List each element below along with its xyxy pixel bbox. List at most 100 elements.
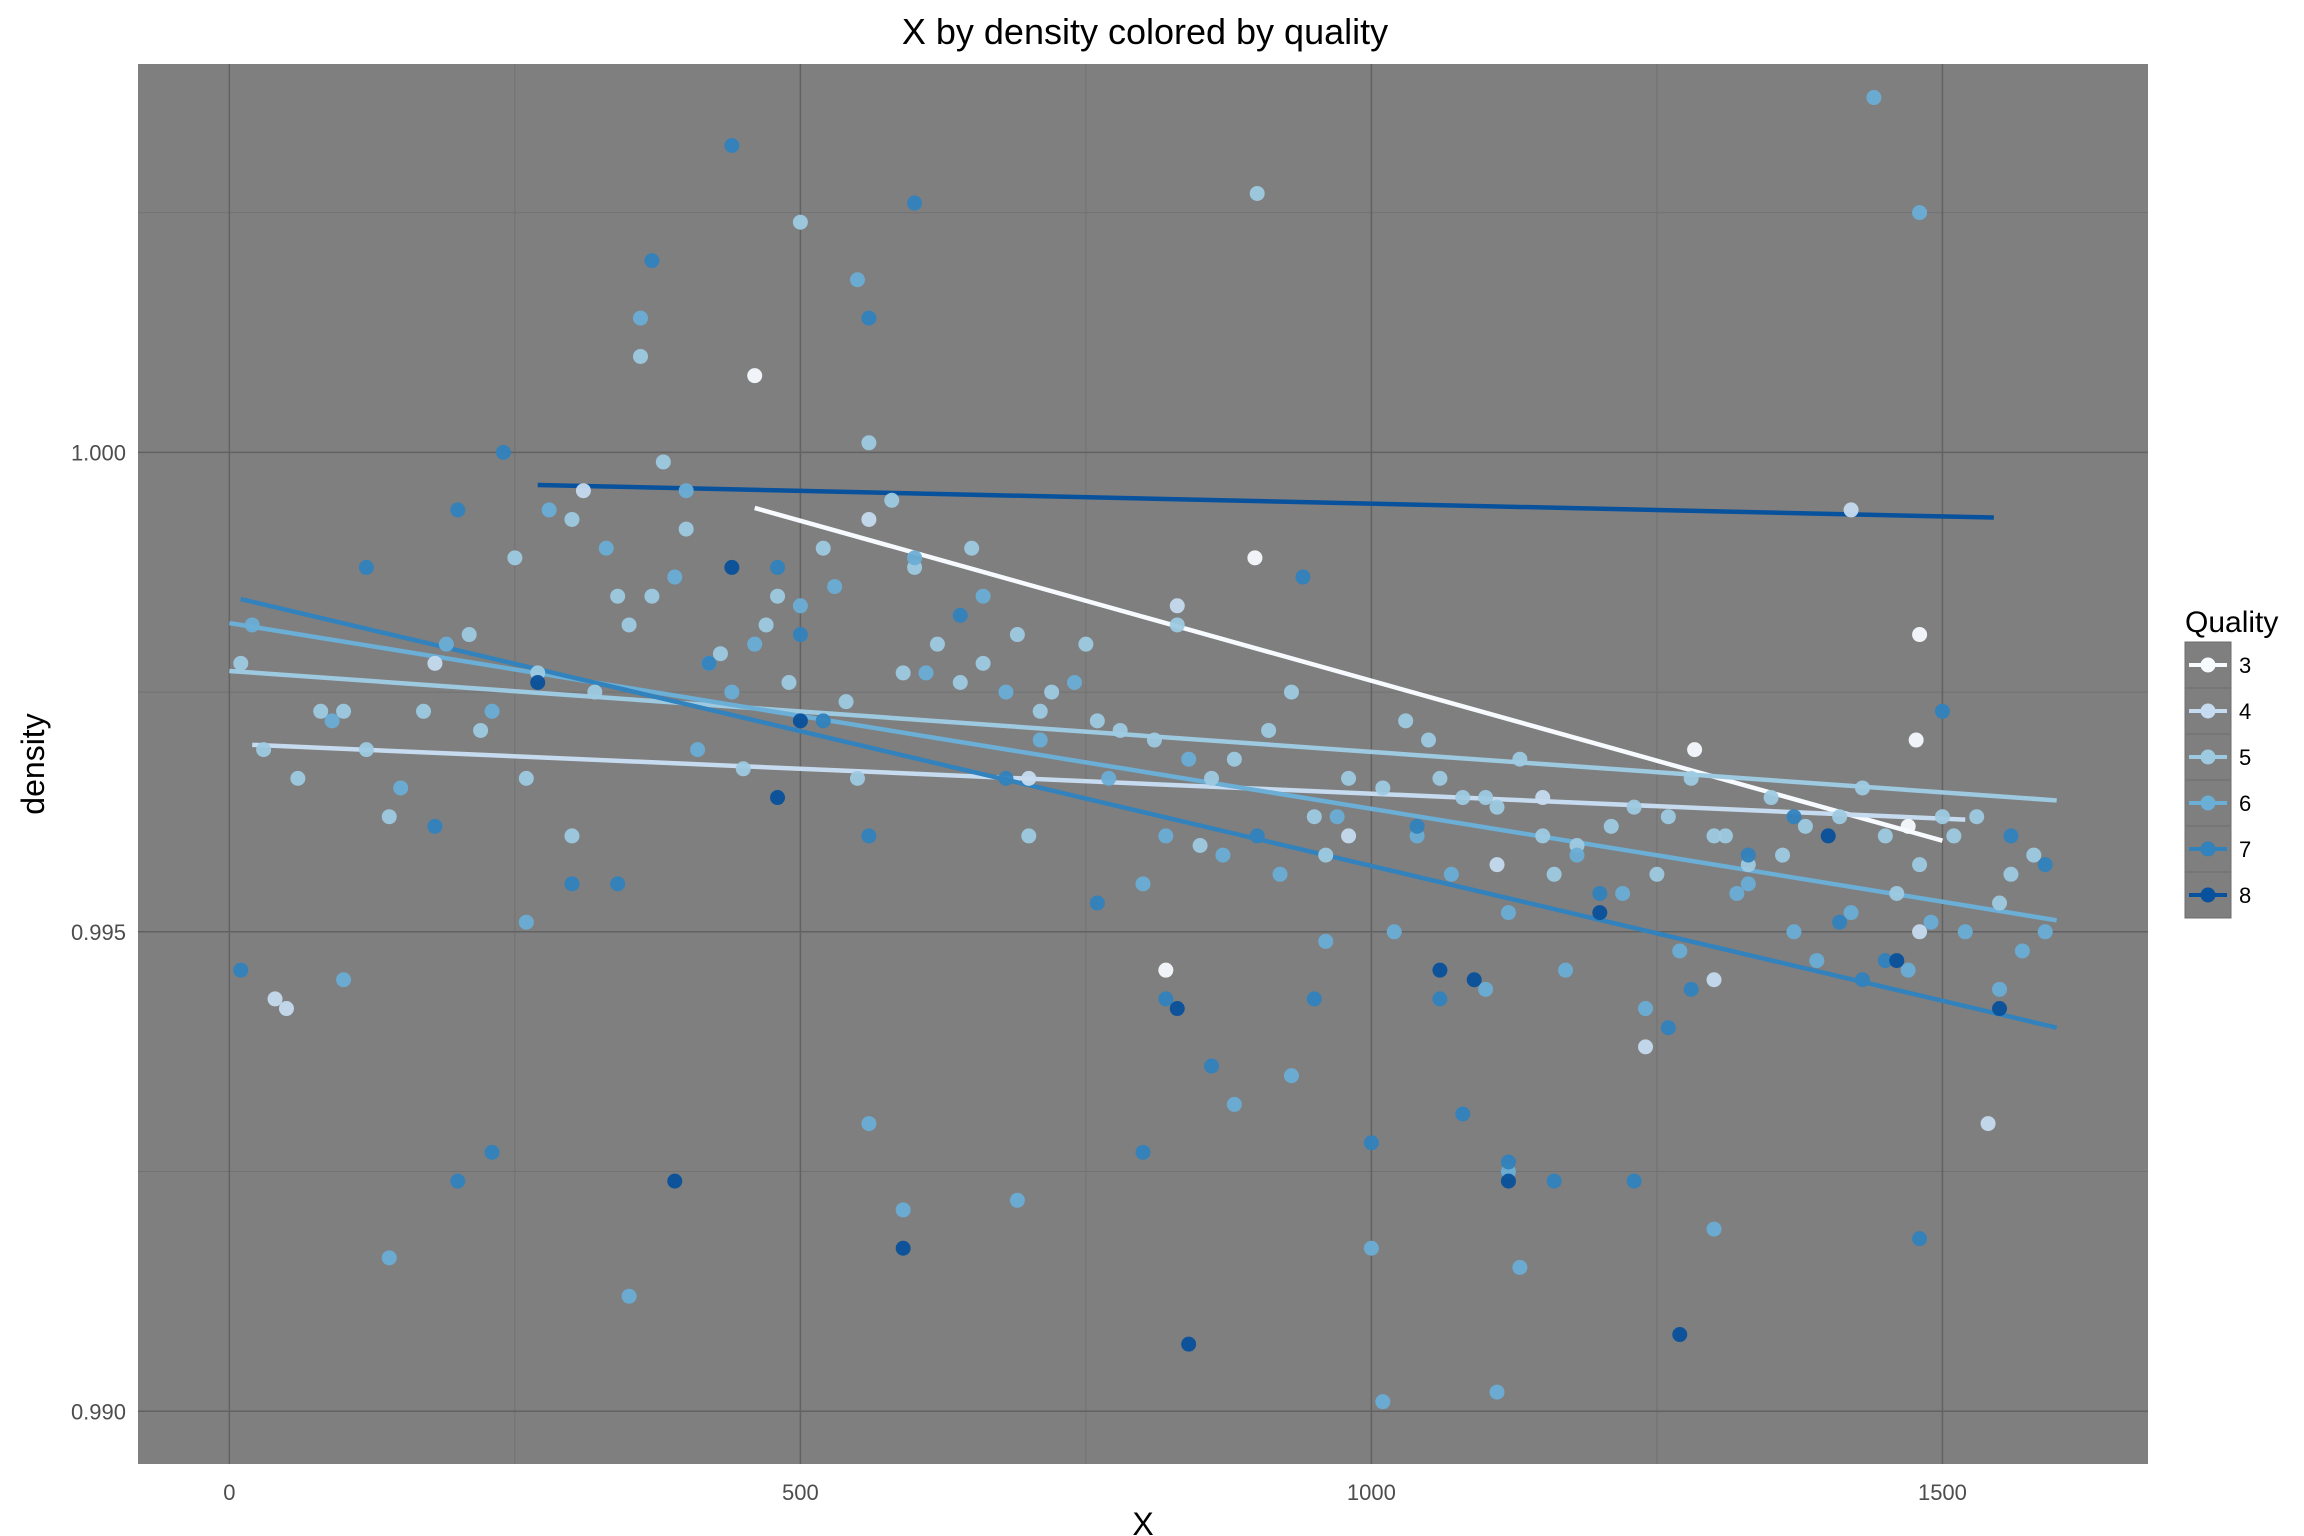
data-point-quality-4	[1535, 790, 1551, 806]
data-point-quality-8	[1500, 1173, 1516, 1189]
data-point-quality-6	[518, 914, 534, 930]
data-point-quality-5	[1398, 713, 1414, 729]
data-point-quality-4	[427, 655, 443, 671]
data-point-quality-7	[2037, 857, 2053, 873]
data-point-quality-8	[1992, 1001, 2008, 1017]
legend-label: 8	[2239, 883, 2251, 908]
plot-panel	[138, 64, 2148, 1464]
data-point-quality-5	[1226, 751, 1242, 767]
data-point-quality-6	[861, 1116, 877, 1132]
data-point-quality-6	[895, 1202, 911, 1218]
data-point-quality-7	[644, 253, 660, 269]
data-point-quality-7	[1363, 1135, 1379, 1151]
data-point-quality-5	[1306, 809, 1322, 825]
data-point-quality-5	[564, 828, 580, 844]
data-point-quality-6	[1672, 943, 1688, 959]
data-point-quality-6	[1512, 1259, 1528, 1275]
legend-key-point	[2200, 887, 2216, 903]
data-point-quality-6	[690, 742, 706, 758]
data-point-quality-7	[1455, 1106, 1471, 1122]
data-point-quality-8	[667, 1173, 683, 1189]
legend-label: 6	[2239, 791, 2251, 816]
data-point-quality-6	[2014, 943, 2030, 959]
data-point-quality-6	[438, 636, 454, 652]
data-point-quality-7	[701, 655, 717, 671]
data-point-quality-6	[1386, 924, 1402, 940]
data-point-quality-6	[747, 636, 763, 652]
data-point-quality-7	[1432, 991, 1448, 1007]
data-point-quality-7	[1740, 847, 1756, 863]
data-point-quality-5	[838, 694, 854, 710]
data-point-quality-5	[861, 435, 877, 451]
x-axis-title: X	[1132, 1506, 1153, 1536]
data-point-quality-6	[1809, 953, 1825, 969]
data-point-quality-6	[324, 713, 340, 729]
data-point-quality-6	[918, 665, 934, 681]
legend: Quality 3 4 5 6 7 8	[2184, 606, 2278, 919]
data-point-quality-5	[964, 540, 980, 556]
data-point-quality-5	[1546, 866, 1562, 882]
trend-line-quality-5	[229, 668, 2057, 803]
data-point-quality-4	[1980, 1116, 1996, 1132]
data-point-quality-6	[792, 598, 808, 614]
data-point-quality-6	[1638, 1001, 1653, 1017]
data-point-quality-4	[267, 991, 283, 1007]
data-point-quality-7	[792, 627, 808, 643]
data-point-quality-5	[1992, 895, 2008, 911]
data-point-quality-5	[1832, 809, 1848, 825]
data-point-quality-8	[770, 790, 786, 806]
data-point-quality-7	[861, 828, 877, 844]
data-point-quality-7	[1409, 818, 1425, 834]
data-point-quality-5	[336, 703, 352, 719]
data-point-quality-3	[1247, 550, 1263, 566]
data-point-quality-7	[1135, 1144, 1151, 1160]
legend-key-point	[2200, 703, 2216, 719]
data-point-quality-6	[1912, 205, 1928, 221]
data-point-quality-8	[1592, 905, 1608, 921]
legend-label: 7	[2239, 837, 2251, 862]
data-point-quality-5	[884, 492, 900, 508]
data-point-quality-5	[461, 627, 477, 643]
data-point-quality-7	[724, 138, 740, 154]
data-point-quality-8	[1169, 1001, 1185, 1017]
data-point-quality-5	[1318, 847, 1334, 863]
data-point-quality-7	[1592, 885, 1608, 901]
data-point-quality-8	[1820, 828, 1836, 844]
data-point-quality-4	[1912, 924, 1928, 940]
data-point-quality-8	[1181, 1336, 1197, 1352]
data-point-quality-5	[1032, 703, 1048, 719]
data-point-quality-5	[1854, 780, 1870, 796]
data-point-quality-5	[1660, 809, 1676, 825]
data-point-quality-5	[1969, 809, 1985, 825]
data-point-quality-7	[1934, 703, 1950, 719]
data-point-quality-4	[1169, 598, 1185, 614]
data-point-quality-6	[1215, 847, 1231, 863]
data-point-quality-5	[770, 588, 786, 604]
y-axis-title: density	[15, 713, 51, 814]
data-point-quality-7	[1626, 1173, 1642, 1189]
legend-item-quality-7: 7	[2184, 825, 2251, 873]
legend-item-quality-4: 4	[2184, 687, 2251, 735]
data-point-quality-3	[1900, 818, 1916, 834]
data-point-quality-4	[1341, 828, 1357, 844]
data-point-quality-5	[2026, 847, 2042, 863]
y-tick-label: 0.995	[71, 920, 126, 945]
data-point-quality-4	[861, 511, 877, 527]
data-point-quality-6	[393, 780, 409, 796]
y-tick-label: 1.000	[71, 440, 126, 465]
data-point-quality-3	[747, 368, 763, 384]
y-tick-label: 0.990	[71, 1399, 126, 1424]
data-point-quality-6	[1615, 885, 1631, 901]
data-point-quality-5	[587, 684, 603, 700]
data-point-quality-6	[336, 972, 352, 988]
x-tick-label: 1000	[1347, 1480, 1396, 1505]
data-point-quality-5	[1775, 847, 1791, 863]
data-point-quality-5	[929, 636, 945, 652]
data-point-quality-5	[290, 770, 306, 786]
data-point-quality-6	[1957, 924, 1973, 940]
data-point-quality-5	[1717, 828, 1733, 844]
data-point-quality-6	[1363, 1240, 1379, 1256]
data-point-quality-5	[1112, 722, 1128, 738]
data-point-quality-6	[621, 1288, 637, 1304]
